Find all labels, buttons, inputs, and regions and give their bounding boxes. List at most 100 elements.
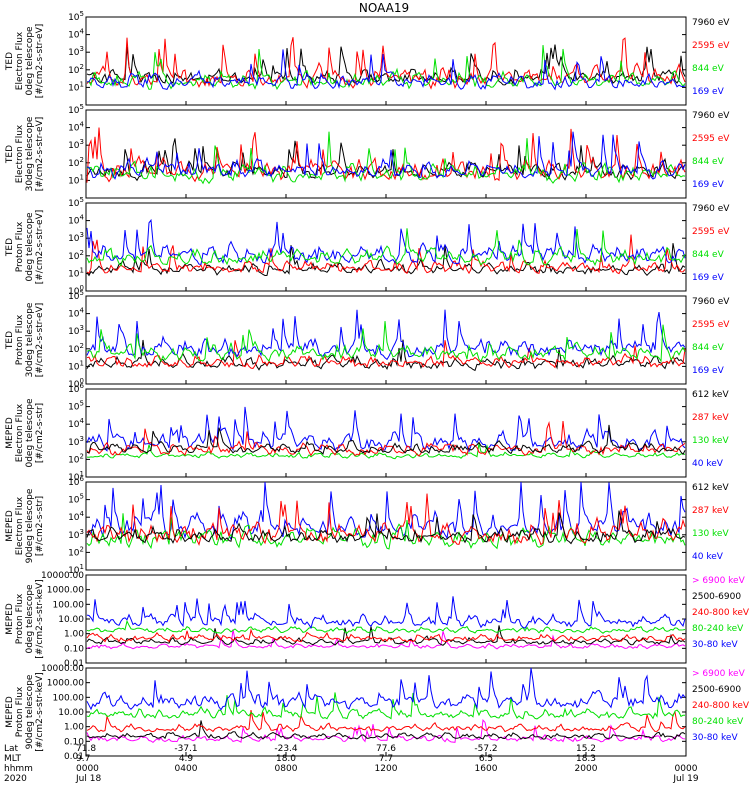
y-tick-label: 102 [68, 63, 84, 76]
series-line [86, 443, 686, 460]
chart-title: NOAA19 [359, 1, 409, 15]
x-tick-label: 1600 [475, 764, 498, 774]
y-axis-label: MEPEDProton Flux0deg telescope[#/cm2-s-s… [5, 579, 45, 658]
legend-entry: > 6900 keV [692, 576, 746, 586]
y-tick-label: 1.00 [64, 723, 84, 733]
panel-frame [85, 667, 687, 757]
legend-entry: 80-240 keV [692, 624, 744, 634]
legend-entry: 844 eV [692, 64, 725, 74]
panel-2: 101 102 103 104 105 TEDElectron Flux30deg tel… [5, 103, 730, 199]
y-tick-label: 105 [68, 103, 84, 116]
y-axis-label: MEPEDProton Flux90deg telescope[#/cm2-s-… [5, 672, 45, 751]
legend-entry: 612 keV [692, 483, 729, 493]
legend-entry: 30-80 keV [692, 733, 738, 743]
legend-entry: 7960 eV [692, 18, 730, 28]
y-tick-label: 102 [68, 156, 84, 169]
y-tick-label: 104 [68, 121, 84, 134]
legend-entry: 7960 eV [692, 204, 730, 214]
legend-entry: 40 keV [692, 459, 724, 469]
y-tick-label: 102 [68, 249, 84, 262]
legend-entry: 169 eV [692, 366, 725, 376]
series-line [86, 339, 686, 372]
y-tick-label: 104 [68, 417, 84, 430]
x-tick-label: 2000 [575, 764, 598, 774]
y-tick-label: 100.00 [53, 693, 85, 703]
y-axis-label: TEDElectron Flux30deg telescope[#/cm2-s-… [5, 116, 45, 191]
series-line [86, 340, 686, 369]
x-row-label: 2020 [4, 774, 27, 784]
y-tick-label: 100.00 [53, 600, 85, 610]
series-line [86, 218, 686, 265]
legend-entry: 80-240 keV [692, 717, 744, 727]
series-line [86, 49, 686, 91]
legend-entry: 2595 eV [692, 134, 730, 144]
y-tick-label: 101 [68, 173, 84, 186]
series-line [86, 493, 686, 546]
legend-entry: 240-800 keV [692, 701, 750, 711]
legend-entry: 7960 eV [692, 111, 730, 121]
y-tick-label: 0.10 [64, 737, 84, 747]
y-tick-label: 103 [68, 435, 84, 448]
series-line [86, 131, 686, 185]
y-tick-label: 102 [68, 545, 84, 558]
series-line [86, 37, 686, 90]
legend-entry: 2595 eV [692, 41, 730, 51]
y-tick-label: 105 [68, 196, 84, 209]
legend-entry: 2500-6900 [692, 685, 741, 695]
legend-entry: 287 keV [692, 413, 729, 423]
legend-entry: 40 keV [692, 552, 724, 562]
legend-entry: 30-80 keV [692, 640, 738, 650]
y-tick-label: 103 [68, 231, 84, 244]
y-tick-label: 105 [68, 400, 84, 413]
y-tick-label: 1000.00 [47, 586, 84, 596]
legend-entry: 612 keV [692, 390, 729, 400]
legend-entry: 2595 eV [692, 320, 730, 330]
legend-entry: 2500-6900 [692, 592, 741, 602]
x-tick-label: -57.2 [474, 744, 497, 754]
y-tick-label: 103 [68, 138, 84, 151]
series-line [86, 321, 686, 363]
legend-entry: 287 keV [692, 506, 729, 516]
series-line [86, 718, 686, 744]
panel-frame [85, 574, 687, 664]
panel-frame [85, 295, 687, 385]
y-axis-label: TEDElectron Flux0deg telescope[#/cm2-s-s… [5, 24, 45, 99]
x-row-label: hhmm [4, 764, 33, 774]
x-tick-label: 0000 [675, 764, 698, 774]
series-line [86, 234, 686, 275]
x-tick-label: Jul 18 [75, 774, 101, 784]
series-line [86, 619, 686, 634]
series-line [86, 424, 686, 456]
y-tick-label: 104 [68, 28, 84, 41]
x-tick-label: 0800 [275, 764, 298, 774]
panel-1: 101 102 103 104 105 TEDElectron Flux0deg tele… [5, 10, 730, 106]
y-tick-label: 102 [68, 452, 84, 465]
x-tick-label: 0000 [76, 764, 99, 774]
legend-entry: > 6900 keV [692, 669, 746, 679]
legend-entry: 130 keV [692, 529, 729, 539]
x-tick-label: 71.8 [76, 744, 96, 754]
y-tick-label: 104 [68, 510, 84, 523]
x-row-label: Lat [4, 744, 19, 754]
series-line [86, 596, 686, 630]
y-tick-label: 103 [68, 528, 84, 541]
y-tick-label: 104 [68, 214, 84, 227]
y-tick-label: 102 [68, 342, 84, 355]
x-tick-label: 18.0 [276, 754, 296, 764]
x-tick-label: 9.7 [76, 754, 90, 764]
legend-entry: 169 eV [692, 273, 725, 283]
legend-entry: 169 eV [692, 180, 725, 190]
series-line [86, 309, 686, 361]
y-tick-label: 101 [68, 359, 84, 372]
panels: 101 102 103 104 105 TEDElectron Flux0deg tele… [5, 10, 750, 762]
x-tick-label: 6.5 [479, 754, 493, 764]
y-tick-label: 0.10 [64, 644, 84, 654]
x-tick-label: -23.4 [274, 744, 298, 754]
y-axis-label: MEPEDElectron Flux0deg telescope[#/cm2-s… [5, 398, 45, 468]
